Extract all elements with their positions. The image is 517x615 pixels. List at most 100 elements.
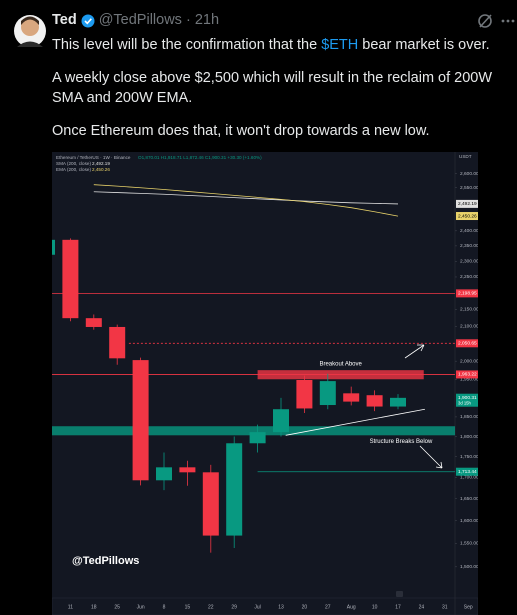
- price-tag: [456, 199, 478, 208]
- zone-label: Structure Breaks Below: [370, 439, 433, 445]
- author-name[interactable]: Ted: [52, 12, 77, 28]
- x-tick-label: Jun: [137, 604, 145, 610]
- zone-label: Breakout Above: [319, 362, 362, 368]
- x-tick-label: 18: [91, 604, 97, 610]
- y-tick-label: 2,350.00: [460, 243, 478, 249]
- avatar-face: [21, 18, 39, 36]
- x-tick-label: Jul: [254, 604, 260, 610]
- x-tick-label: 29: [231, 604, 237, 610]
- indicator-name: SMA (200, close): [56, 161, 91, 166]
- candle-body: [132, 360, 149, 481]
- x-tick-label: 22: [208, 604, 214, 610]
- price-tag-label: 2,050.65: [458, 341, 477, 347]
- candle-body: [296, 380, 313, 409]
- x-tick-label: 11: [68, 604, 73, 610]
- price-axis: 1,500.00 1,550.00 1,600.00 1,650.00 1,700.00…: [455, 171, 478, 570]
- price-tag: [456, 289, 478, 298]
- price-tag-label: 1,900.31: [458, 395, 477, 401]
- avatar-shirt: [17, 41, 43, 47]
- ohlc-legend: O1,870.01 H1,918.71 L1,872.46 C1,900.31 …: [138, 155, 262, 160]
- x-tick-label: 17: [395, 604, 401, 610]
- candle-body: [52, 239, 55, 255]
- y-tick-label: 2,150.00: [460, 307, 478, 313]
- y-tick-label: 1,800.00: [460, 434, 478, 440]
- more-dot[interactable]: [501, 19, 505, 23]
- chart-background: [52, 152, 478, 615]
- price-tag: [456, 212, 478, 221]
- candle-body: [109, 326, 126, 359]
- x-tick-label: 13: [278, 604, 284, 610]
- tweet-header: Ted @TedPillows · 21h: [52, 12, 219, 28]
- paragraph: This level will be the confirmation that…: [52, 35, 517, 55]
- y-tick-label: 2,250.00: [460, 274, 478, 280]
- more-dot[interactable]: [511, 19, 515, 23]
- candle-body: [390, 397, 406, 407]
- x-tick-label: 10: [372, 604, 378, 610]
- candle-body: [62, 239, 79, 319]
- candle-body: [226, 443, 243, 536]
- time-axis: [52, 597, 478, 615]
- x-tick-label: 24: [419, 604, 425, 610]
- text: This level will be the confirmation that…: [52, 37, 322, 53]
- price-tag-label: 1,963.22: [458, 372, 477, 378]
- x-tick-label: Aug: [347, 604, 356, 610]
- y-tick-label: 2,300.00: [460, 259, 478, 265]
- y-tick-label: 1,950.00: [460, 377, 478, 383]
- tv-logo: [396, 591, 403, 597]
- indicator-line: [93, 191, 399, 205]
- x-tick-label: 27: [325, 604, 331, 610]
- y-tick-label: 2,550.00: [460, 185, 478, 191]
- plot-area: [52, 184, 455, 553]
- tweet-text: This level will be the confirmation that…: [52, 35, 517, 154]
- y-tick-label: 1,500.00: [460, 564, 478, 570]
- y-tick-label: 2,600.00: [460, 171, 478, 177]
- price-tag-label: 2,492.19: [458, 201, 477, 207]
- verified-check: [84, 18, 92, 25]
- price-tag-label: 2,198.95: [458, 291, 477, 297]
- author-handle[interactable]: @TedPillows: [98, 12, 182, 28]
- arrow-up: [404, 344, 425, 359]
- text: bear market is over.: [358, 37, 490, 53]
- candle-body: [156, 467, 172, 481]
- price-tag-sublabel: 3d 15h: [458, 400, 471, 405]
- x-tick-label: 31: [442, 604, 448, 610]
- candle-body: [202, 472, 219, 536]
- more-dot[interactable]: [506, 19, 510, 23]
- price-tag: [456, 467, 478, 476]
- candle-body: [366, 395, 383, 407]
- separator: ·: [185, 12, 191, 28]
- paragraph: A weekly close above $2,500 which will r…: [52, 70, 493, 106]
- grok-icon[interactable]: [478, 14, 492, 28]
- currency-label: USDT: [459, 154, 472, 159]
- price-tag: [456, 370, 478, 379]
- y-tick-label: 1,600.00: [460, 518, 478, 524]
- timestamp[interactable]: 21h: [194, 12, 220, 28]
- candle-body: [249, 432, 266, 444]
- cashtag[interactable]: $ETH: [321, 37, 359, 53]
- x-tick-label: 20: [302, 604, 308, 610]
- y-tick-label: 1,650.00: [460, 496, 478, 502]
- price-tag: [456, 393, 478, 407]
- grok-icon-slash: [479, 14, 492, 28]
- y-tick-label: 2,100.00: [460, 324, 478, 330]
- y-tick-label: 1,700.00: [460, 475, 478, 481]
- y-tick-label: 2,400.00: [460, 228, 478, 234]
- paragraph: Once Ethereum does that, it won't drop t…: [52, 123, 430, 139]
- chart-image[interactable]: Ethereum / TetherUS · 1W · Binance O1,87…: [52, 152, 478, 615]
- avatar-hair: [21, 16, 39, 25]
- verified-badge: [81, 14, 95, 28]
- symbol-legend: Ethereum / TetherUS · 1W · Binance: [56, 155, 131, 160]
- candle-body: [273, 409, 289, 433]
- x-tick-label: 25: [114, 604, 120, 610]
- y-tick-label: 2,000.00: [460, 358, 478, 364]
- arrow-down: [419, 445, 443, 469]
- y-tick-label: 1,750.00: [460, 454, 478, 460]
- y-tick-label: 1,550.00: [460, 541, 478, 547]
- candle-body: [319, 381, 336, 406]
- candle-body: [85, 318, 102, 327]
- indicator-value: 2,492.19: [92, 161, 110, 166]
- y-tick-label: 1,850.00: [460, 414, 478, 420]
- indicator-value: 2,450.26: [92, 167, 110, 172]
- x-tick-label: 15: [185, 604, 191, 610]
